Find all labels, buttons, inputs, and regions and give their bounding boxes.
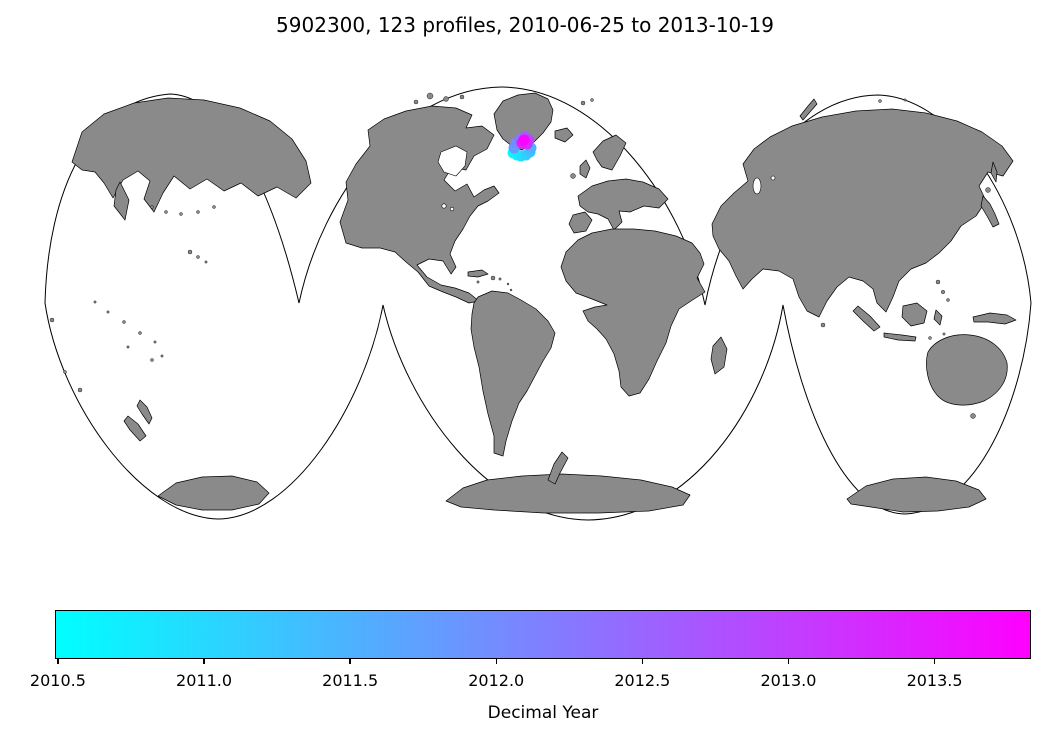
island-borneo (901, 302, 928, 327)
colorbar-tick-mark (933, 659, 936, 664)
island-fiji (150, 358, 154, 362)
continents (49, 92, 1017, 514)
island-new-caledonia (77, 387, 83, 393)
great-lake (441, 203, 447, 209)
island-hawaii (187, 249, 193, 255)
colorbar-tick-label: 2011.5 (322, 671, 379, 690)
island-philippines (946, 298, 950, 302)
land-siberia-alaska (71, 97, 312, 213)
island-madagascar (710, 336, 728, 375)
land-britain (579, 159, 591, 179)
island-speck (179, 212, 183, 216)
profile-point (518, 134, 530, 146)
island-svalbard (590, 98, 594, 102)
colorbar-tick-mark (57, 659, 59, 664)
island-fiji (160, 354, 164, 358)
island-hispaniola (490, 275, 496, 281)
island-speck (49, 317, 55, 323)
land-antarctica-right (846, 476, 987, 513)
land-south-america (470, 290, 556, 457)
island-philippines (941, 290, 946, 295)
land-africa (560, 228, 706, 397)
land-kamchatka (113, 181, 130, 221)
island-speck (138, 331, 142, 335)
aral-sea (770, 175, 776, 181)
land-australia (926, 334, 1008, 406)
colorbar-tick-label: 2013.5 (906, 671, 963, 690)
hudson-bay (437, 145, 468, 177)
land-new-zealand-south (123, 415, 147, 442)
land-new-zealand-north (136, 399, 153, 425)
island-sri-lanka (820, 322, 826, 328)
island-speck (122, 320, 126, 324)
colorbar-tick-label: 2010.5 (29, 671, 86, 690)
island-novaya-zemlya (799, 98, 818, 121)
land-antarctic-peninsula (547, 451, 569, 485)
island-speck (153, 340, 157, 344)
land-iceland (554, 127, 574, 143)
arctic-island (878, 99, 882, 103)
colorbar-tick-label: 2012.0 (468, 671, 525, 690)
colorbar-tick-mark (203, 659, 205, 664)
island-sakhalin (990, 161, 998, 183)
great-lake (449, 206, 455, 212)
land-scandinavia (592, 134, 627, 171)
island-svalbard (580, 100, 586, 106)
island-cuba (467, 269, 489, 278)
colorbar (55, 610, 1031, 659)
island-speck (509, 288, 513, 292)
island-new-guinea (972, 312, 1017, 325)
island-hawaii (204, 260, 208, 264)
island-speck (93, 300, 97, 304)
arctic-island (413, 99, 419, 105)
land-europe (577, 178, 669, 231)
land-eurasia (711, 108, 1014, 318)
island-speck (476, 280, 480, 284)
island-sumatra (852, 305, 881, 332)
island-java (883, 332, 917, 342)
caspian-sea (752, 177, 762, 195)
island-speck (212, 205, 216, 209)
float-profile-points (507, 131, 537, 162)
arctic-island (903, 98, 907, 102)
island-speck (506, 282, 510, 286)
land-iberia (568, 211, 593, 234)
island-speck (164, 210, 168, 214)
colorbar-axis-label: Decimal Year (487, 703, 599, 723)
land-antarctica-left (157, 475, 270, 511)
island-philippines (935, 279, 941, 285)
island-hawaii (196, 255, 200, 259)
colorbar-tick-label: 2012.5 (614, 671, 671, 690)
arctic-island (459, 94, 465, 100)
land-antarctica-middle (445, 473, 691, 514)
island-japan (980, 195, 1000, 228)
colorbar-tick-label: 2013.0 (760, 671, 817, 690)
island-ireland (570, 173, 576, 179)
figure-title: 5902300, 123 profiles, 2010-06-25 to 201… (276, 13, 774, 37)
island-speck (942, 332, 946, 336)
island-speck (150, 205, 154, 209)
colorbar-tick-label: 2011.0 (176, 671, 233, 690)
arctic-island (426, 92, 434, 100)
island-speck (928, 336, 932, 340)
island-speck (498, 277, 502, 281)
colorbar-tick-mark (787, 659, 790, 664)
island-sulawesi (933, 309, 943, 326)
colorbar-tick-mark (349, 659, 351, 664)
island-hokkaido (985, 187, 991, 193)
colorbar-tick-mark (641, 659, 644, 664)
arctic-island (443, 96, 449, 102)
island-tasmania (970, 413, 976, 419)
island-speck (196, 210, 200, 214)
island-speck (126, 345, 130, 349)
island-speck (63, 370, 67, 374)
island-speck (106, 310, 110, 314)
colorbar-tick-mark (495, 659, 497, 664)
